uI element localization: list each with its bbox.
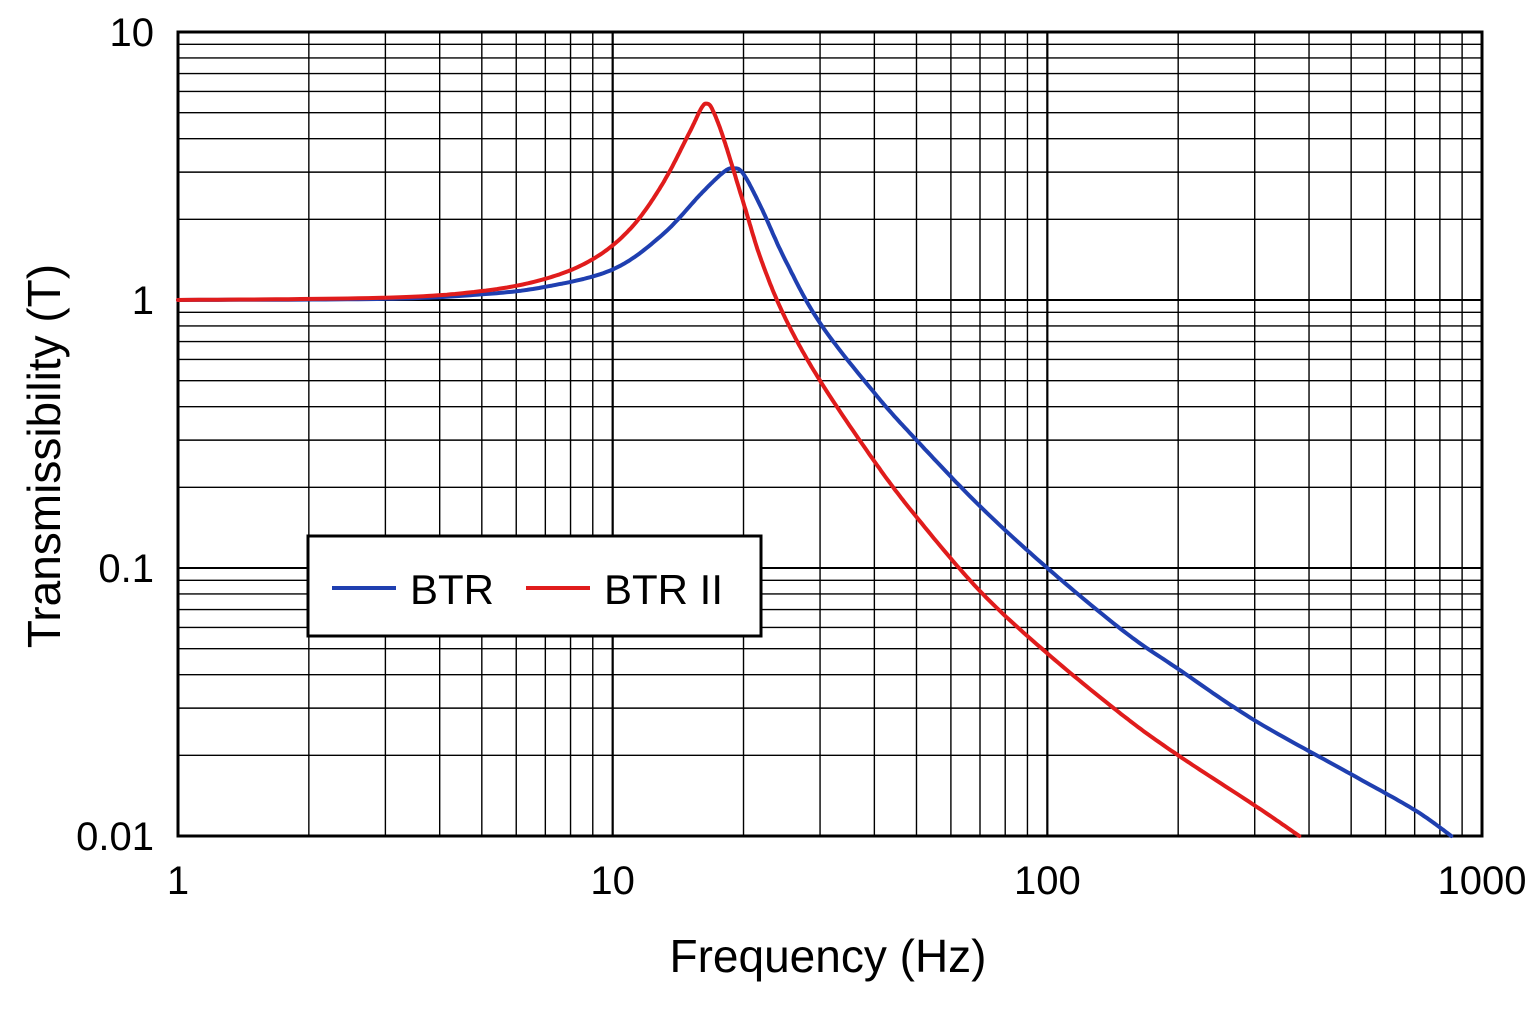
y-tick-label: 1 bbox=[132, 279, 154, 323]
grid bbox=[177, 31, 1483, 837]
x-tick-label: 10 bbox=[590, 859, 635, 903]
y-axis-title: Transmissibility (T) bbox=[18, 264, 70, 648]
y-tick-label: 0.01 bbox=[76, 815, 154, 859]
x-axis-title: Frequency (Hz) bbox=[670, 930, 987, 982]
x-tick-label: 1000 bbox=[1438, 859, 1527, 903]
y-tick-labels: 0.01 0.1 1 10 bbox=[76, 11, 154, 859]
legend: BTR BTR II bbox=[306, 534, 763, 638]
legend-label-btr: BTR bbox=[410, 566, 494, 613]
x-tick-label: 1 bbox=[167, 859, 189, 903]
y-tick-label: 0.1 bbox=[98, 547, 154, 591]
legend-label-btr-ii: BTR II bbox=[604, 566, 723, 613]
series-line-btr bbox=[176, 166, 1454, 838]
series-lines bbox=[176, 101, 1454, 838]
series-line-btr-ii bbox=[176, 101, 1302, 838]
x-tick-labels: 1 10 100 1000 bbox=[167, 859, 1527, 903]
x-tick-label: 100 bbox=[1014, 859, 1081, 903]
plot-frame bbox=[176, 30, 1484, 838]
y-tick-label: 10 bbox=[110, 11, 155, 55]
